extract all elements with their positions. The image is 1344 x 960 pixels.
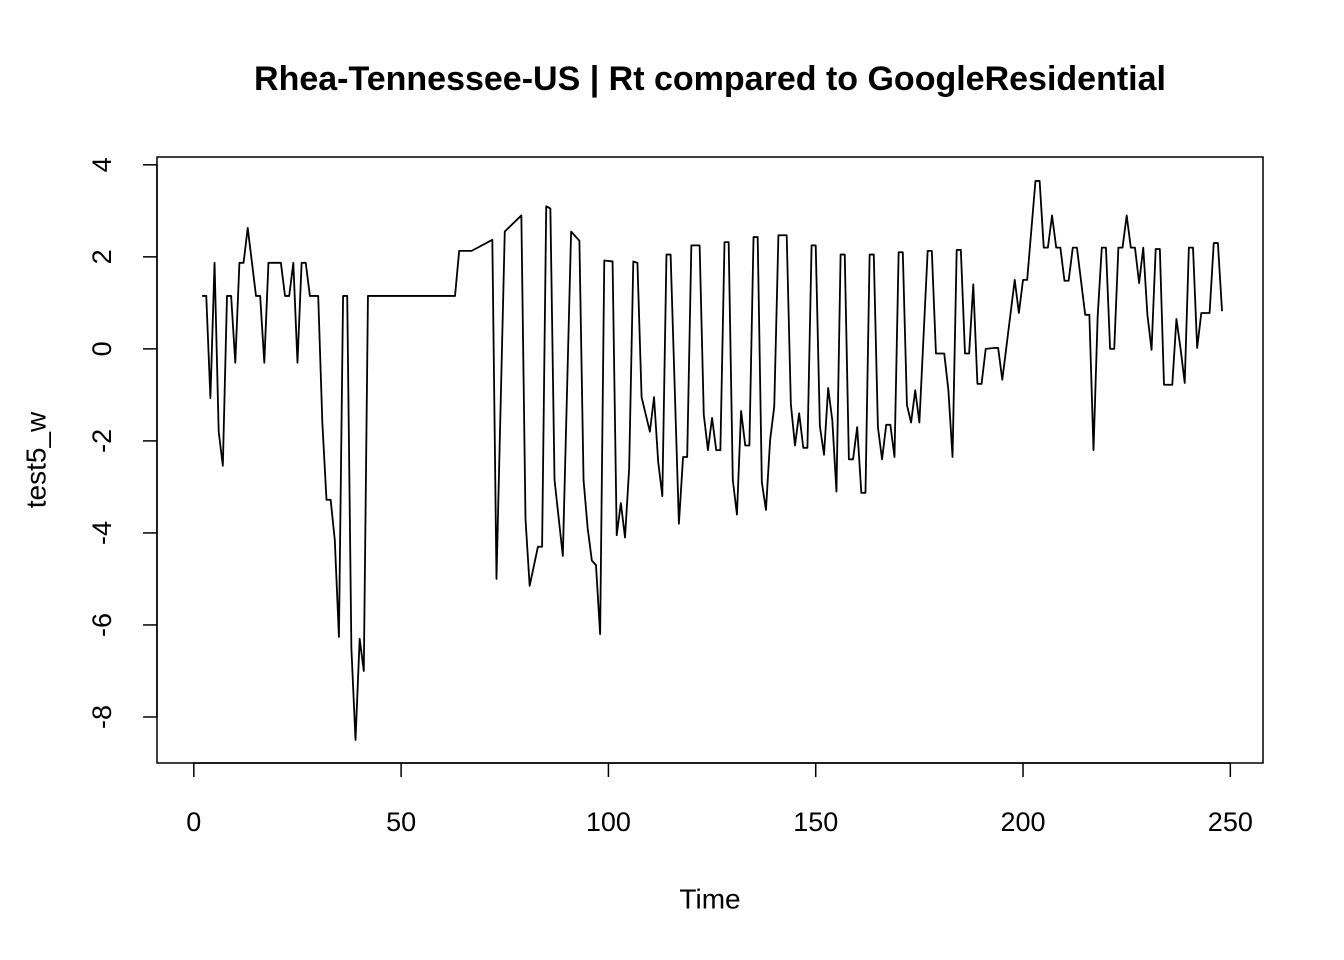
x-tick-label: 200 bbox=[1000, 807, 1045, 837]
x-tick-label: 100 bbox=[586, 807, 631, 837]
plot-box bbox=[156, 156, 1264, 764]
y-tick-label: -2 bbox=[87, 429, 117, 453]
y-axis-label: test5_w bbox=[20, 411, 51, 508]
y-tick-label: 4 bbox=[87, 157, 117, 172]
x-axis-label: Time bbox=[679, 883, 740, 914]
x-tick-label: 250 bbox=[1208, 807, 1253, 837]
x-tick-label: 150 bbox=[793, 807, 838, 837]
y-tick-label: -4 bbox=[87, 521, 117, 545]
y-tick-label: -8 bbox=[87, 705, 117, 729]
y-tick-label: -6 bbox=[87, 613, 117, 637]
chart-title: Rhea-Tennessee-US | Rt compared to Googl… bbox=[254, 60, 1166, 98]
y-tick-label: 2 bbox=[87, 249, 117, 264]
data-line bbox=[202, 180, 1223, 741]
x-tick-label: 50 bbox=[386, 807, 416, 837]
x-tick-label: 0 bbox=[186, 807, 201, 837]
y-tick-label: 0 bbox=[87, 341, 117, 356]
